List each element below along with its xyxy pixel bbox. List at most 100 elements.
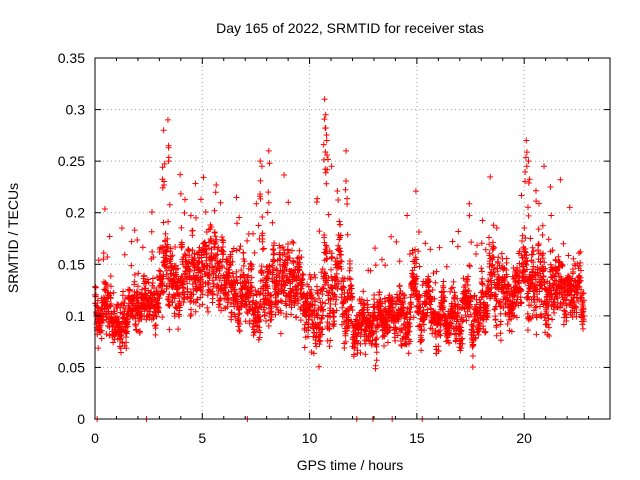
data-point: [413, 273, 420, 280]
data-point: [441, 288, 448, 295]
data-point: [362, 340, 369, 347]
data-point: [272, 278, 279, 285]
data-point: [553, 277, 560, 284]
data-point: [540, 273, 547, 280]
data-point: [370, 330, 377, 337]
data-point: [348, 285, 355, 292]
x-tick-label: 10: [302, 430, 318, 446]
data-point: [308, 286, 315, 293]
data-point: [559, 262, 566, 269]
data-point: [487, 173, 494, 180]
data-point: [521, 224, 528, 231]
data-point: [418, 347, 425, 354]
data-point: [166, 326, 173, 333]
data-point: [440, 284, 447, 291]
data-point: [257, 329, 264, 336]
data-point: [122, 296, 129, 303]
data-point: [169, 299, 176, 306]
data-point: [525, 158, 532, 165]
data-point: [233, 290, 240, 297]
data-point: [259, 214, 266, 221]
data-point: [259, 230, 266, 237]
data-point: [549, 247, 556, 254]
data-point: [579, 290, 586, 297]
data-point: [209, 277, 216, 284]
data-point: [269, 219, 276, 226]
data-point: [143, 316, 150, 323]
data-point: [100, 317, 107, 324]
data-point: [259, 235, 266, 242]
data-point: [377, 296, 384, 303]
data-point: [545, 236, 552, 243]
data-point: [156, 267, 163, 274]
data-point: [266, 160, 273, 167]
data-point: [159, 176, 166, 183]
data-point: [393, 238, 400, 245]
data-point: [422, 240, 429, 247]
data-point: [260, 269, 267, 276]
data-point: [100, 249, 107, 256]
data-point: [200, 174, 207, 181]
data-point: [491, 264, 498, 271]
data-point: [548, 212, 555, 219]
data-point: [488, 285, 495, 292]
data-point: [437, 322, 444, 329]
data-point: [241, 274, 248, 281]
data-point: [296, 267, 303, 274]
data-point: [398, 326, 405, 333]
data-point: [342, 338, 349, 345]
data-point: [530, 263, 537, 270]
data-point: [440, 304, 447, 311]
data-point: [98, 335, 105, 342]
data-point: [270, 251, 277, 258]
data-point: [529, 251, 536, 258]
data-point: [299, 283, 306, 290]
data-point: [340, 299, 347, 306]
data-point: [133, 327, 140, 334]
data-point: [394, 332, 401, 339]
data-point: [164, 116, 171, 123]
data-point: [329, 253, 336, 260]
data-point: [409, 250, 416, 257]
data-point: [236, 328, 243, 335]
data-point: [495, 254, 502, 261]
data-point: [576, 250, 583, 257]
data-point: [359, 321, 366, 328]
data-point: [197, 294, 204, 301]
data-point: [284, 240, 291, 247]
data-point: [479, 281, 486, 288]
data-point: [175, 326, 182, 333]
data-point: [298, 285, 305, 292]
data-point: [341, 311, 348, 318]
data-point: [479, 217, 486, 224]
data-point: [94, 297, 101, 304]
data-point: [171, 295, 178, 302]
data-point: [123, 339, 130, 346]
data-point: [115, 301, 122, 308]
data-point: [524, 204, 531, 211]
data-point: [132, 321, 139, 328]
data-point: [104, 281, 111, 288]
data-point: [478, 240, 485, 247]
data-point: [326, 326, 333, 333]
data-point: [305, 316, 312, 323]
data-point: [482, 328, 489, 335]
data-point: [482, 329, 489, 336]
data-point: [184, 285, 191, 292]
data-point: [555, 270, 562, 277]
data-point: [372, 362, 379, 369]
data-point: [332, 301, 339, 308]
data-point: [213, 182, 220, 189]
data-point: [277, 256, 284, 263]
data-point: [504, 288, 511, 295]
data-point: [241, 258, 248, 265]
data-point: [512, 301, 519, 308]
data-point: [484, 302, 491, 309]
data-point: [180, 284, 187, 291]
data-point: [350, 351, 357, 358]
data-point: [524, 258, 531, 265]
data-point: [449, 284, 456, 291]
data-point: [95, 345, 102, 352]
data-point: [382, 298, 389, 305]
data-point: [454, 295, 461, 302]
